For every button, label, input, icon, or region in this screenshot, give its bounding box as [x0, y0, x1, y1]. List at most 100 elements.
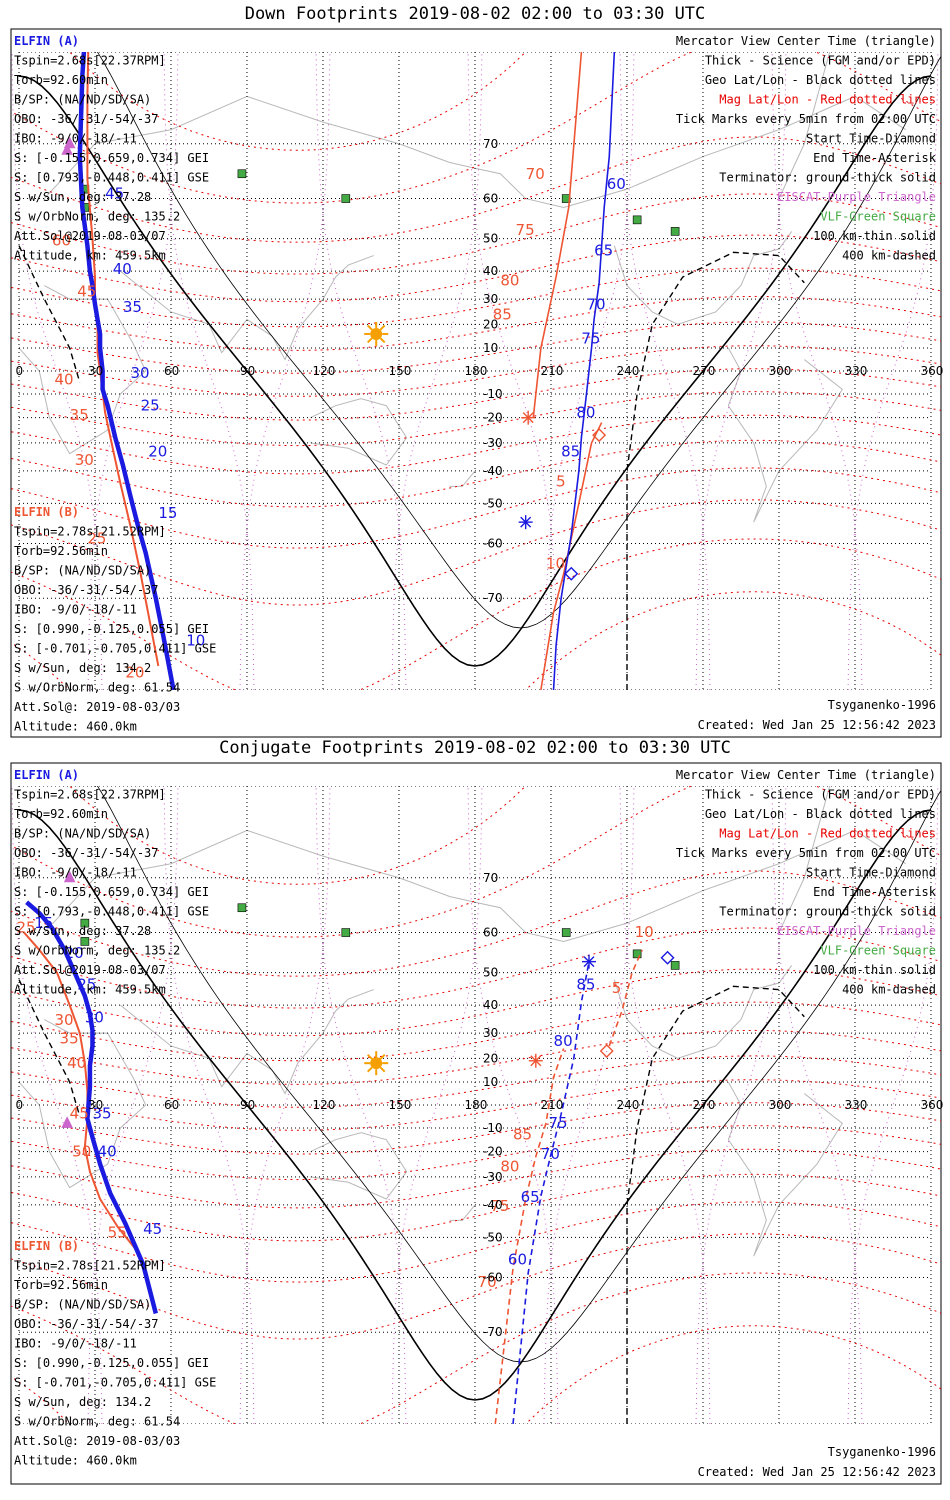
x-tick-label: 60 [164, 1098, 179, 1112]
sun-marker [370, 1057, 383, 1070]
elfin-b-time-tick: 70 [526, 165, 545, 183]
model-credit: Tsyganenko-1996 [828, 1445, 936, 1459]
legend-line: 100 km-thin solid [813, 963, 936, 977]
x-tick-label: 180 [465, 364, 488, 378]
legend-line: VLF-Green Square [820, 944, 936, 958]
elfin-b-info-line: Torb=92.56min [14, 1278, 108, 1292]
elfin-a-info-line: B/SP: (NA/ND/SD/SA) [14, 827, 151, 841]
mag-lat-line [11, 1001, 941, 1062]
vlf-station-marker [80, 918, 90, 928]
mag-lat-line [11, 786, 941, 938]
elfin-b-info-line: Att.Sol@: 2019-08-03/03 [14, 1434, 180, 1448]
sun-ray [379, 1053, 386, 1060]
mag-lat-line [11, 538, 941, 690]
elfin-a-time-tick: 30 [130, 364, 149, 382]
elfin-a-end-asterisk [583, 956, 595, 968]
x-tick-label: 330 [845, 1098, 868, 1112]
mag-lat-line [11, 234, 941, 303]
coastline [120, 989, 374, 1095]
elfin-a-info-line: S: [-0.155,0.659,0.734] GEI [14, 151, 209, 165]
y-tick-label: 20 [483, 1051, 498, 1065]
elfin-b-time-tick: 10 [635, 923, 654, 941]
legend-line: Mag Lat/Lon - Red dotted lines [719, 827, 936, 841]
terminator-400km [18, 979, 81, 1117]
elfin-b-info-line: S w/OrbNorm, deg: 61.54 [14, 1415, 180, 1429]
mag-lat-line [11, 1102, 941, 1155]
legend-line: EISCAT-Purple Triangle [777, 924, 936, 938]
elfin-a-time-tick: 60 [607, 175, 626, 193]
y-tick-label: -40 [483, 464, 503, 478]
plot-area: 1520253035404560657075808525303540455055… [11, 786, 941, 1424]
eiscat-marker [61, 143, 73, 155]
elfin-a-label: ELFIN (A) [14, 34, 79, 48]
mag-lat-line [11, 439, 941, 508]
elfin-a-time-tick: 25 [141, 396, 160, 414]
mag-lat-line [11, 1272, 941, 1424]
elfin-a-track-left [25, 900, 158, 1315]
coastline [778, 52, 831, 199]
sun-ray [367, 1066, 373, 1073]
elfin-b-info-line: B/SP: (NA/ND/SD/SA) [14, 1298, 151, 1312]
vlf-station-marker [670, 961, 680, 970]
elfin-b-time-tick: 20 [125, 663, 144, 681]
x-tick-label: 360 [921, 364, 944, 378]
legend-line: 400 km-dashed [842, 249, 936, 263]
elfin-a-info-line: S: [0.793,-0.448,0.411] GSE [14, 171, 209, 185]
elfin-a-info-line: OBO: -36/-31/-54/-37 [14, 112, 159, 126]
y-tick-label: 20 [483, 317, 498, 331]
vlf-station-marker [670, 227, 680, 236]
elfin-b-time-tick: 80 [500, 272, 519, 290]
panel-down: 45 40 35 30 25 20 15 10 60 65 70 75 80 85 60 45 40 35 30 25… [10, 28, 944, 738]
created-timestamp: Created: Wed Jan 25 12:56:42 2023 [698, 718, 936, 732]
elfin-a-time-tick: 60 [508, 1250, 527, 1268]
terminator-400km [18, 245, 81, 383]
sun-ray [367, 324, 373, 331]
elfin-a-time-tick: 20 [65, 944, 84, 962]
elfin-a-info-line: Torb=92.60min [14, 73, 108, 87]
elfin-a-info-line: Tspin=2.68s[22.37RPM] [14, 788, 166, 802]
elfin-b-start-diamond [599, 1043, 614, 1058]
elfin-b-time-tick: 75 [490, 1197, 509, 1215]
elfin-a-info-line: S: [-0.155,0.659,0.734] GEI [14, 885, 209, 899]
y-tick-label: 10 [483, 1075, 498, 1089]
elfin-b-info-line: S: [-0.701,-0.705,0.411] GSE [14, 642, 216, 656]
elfin-a-label: ELFIN (A) [14, 768, 79, 782]
elfin-b-time-tick: 55 [108, 1223, 127, 1241]
elfin-b-info-line: IBO: -9/0/-18/-11 [14, 603, 137, 617]
elfin-b-time-tick: 40 [54, 371, 73, 389]
elfin-a-time-tick: 30 [85, 1008, 104, 1026]
elfin-a-info-line: S w/Sun, deg: 37.28 [14, 190, 151, 204]
elfin-a-time-tick: 85 [576, 976, 595, 994]
sun-ray [379, 1066, 386, 1073]
elfin-b-time-tick: 25 [87, 529, 106, 547]
mag-lat-line [11, 1173, 941, 1242]
legend-line: Mercator View Center Time (triangle) [676, 768, 936, 782]
elfin-a-info-line: Altitude, km: 459.5km [14, 249, 166, 263]
elfin-b-time-tick: 5 [612, 979, 622, 997]
elfin-a-info-line: Altitude, km: 459.5km [14, 983, 166, 997]
mag-lat-line [11, 267, 941, 328]
y-tick-label: -20 [483, 411, 503, 425]
x-tick-label: 0 [16, 364, 24, 378]
elfin-b-end-asterisk [530, 1055, 542, 1067]
elfin-a-start-diamond [660, 950, 675, 965]
y-tick-label: -20 [483, 1145, 503, 1159]
x-tick-label: 150 [389, 1098, 412, 1112]
mag-lat-line [11, 1055, 941, 1108]
x-tick-label: 0 [16, 1098, 24, 1112]
terminator-100km [96, 52, 941, 629]
x-tick-label: 30 [88, 1098, 103, 1112]
elfin-b-time-tick: 45 [70, 1105, 89, 1123]
vlf-station-marker [237, 903, 247, 913]
elfin-a-info-line: Tspin=2.68s[22.37RPM] [14, 54, 166, 68]
elfin-b-track-right [494, 1048, 565, 1424]
bottom-panel-title: Conjugate Footprints 2019-08-02 02:00 to… [219, 738, 731, 758]
coastline [310, 398, 408, 466]
created-timestamp: Created: Wed Jan 25 12:56:42 2023 [698, 1465, 936, 1479]
elfin-b-info-line: S: [0.990,-0.125,0.055] GEI [14, 622, 209, 636]
top-panel-title: Down Footprints 2019-08-02 02:00 to 03:3… [244, 4, 706, 24]
legend-line: Thick - Science (FGM and/or EPD) [705, 788, 936, 802]
mag-lat-line [11, 391, 941, 447]
x-tick-label: 270 [693, 364, 716, 378]
coastline [43, 95, 906, 208]
